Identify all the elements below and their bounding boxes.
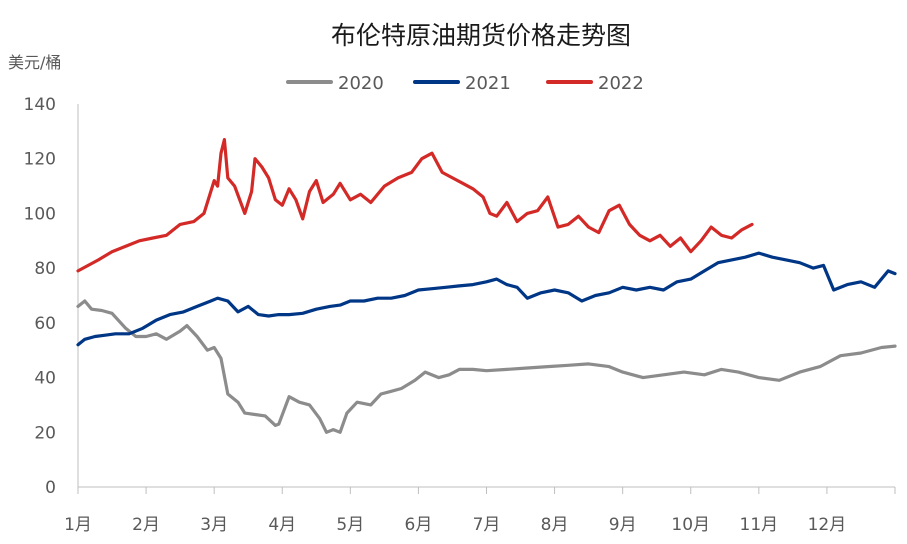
x-tick-label: 2月 bbox=[132, 515, 160, 535]
y-tick-label: 120 bbox=[24, 150, 56, 170]
chart-title: 布伦特原油期货价格走势图 bbox=[331, 21, 631, 50]
y-tick-label: 140 bbox=[24, 95, 56, 115]
x-tick-label: 12月 bbox=[808, 515, 847, 535]
y-tick-label: 100 bbox=[24, 204, 56, 224]
x-tick-label: 10月 bbox=[671, 515, 710, 535]
legend-label: 2020 bbox=[338, 73, 384, 94]
x-tick-label: 4月 bbox=[268, 515, 296, 535]
legend-label: 2022 bbox=[598, 73, 644, 94]
x-tick-label: 3月 bbox=[200, 515, 228, 535]
y-axis-ticks: 0 20 40 60 80 100 120 140 bbox=[24, 95, 79, 498]
y-tick-label: 40 bbox=[34, 369, 56, 389]
x-tick-label: 8月 bbox=[541, 515, 569, 535]
y-tick-label: 0 bbox=[45, 478, 56, 498]
x-tick-label: 6月 bbox=[405, 515, 433, 535]
legend-label: 2021 bbox=[465, 73, 511, 94]
y-axis-unit: 美元/桶 bbox=[8, 53, 61, 72]
y-tick-label: 80 bbox=[34, 259, 56, 279]
series-line-2020 bbox=[76, 299, 897, 434]
x-tick-label: 9月 bbox=[609, 515, 637, 535]
x-tick-label: 11月 bbox=[740, 515, 779, 535]
series-line-2022 bbox=[76, 138, 754, 273]
series-line-2021 bbox=[76, 251, 897, 347]
y-tick-label: 60 bbox=[34, 314, 56, 334]
series-lines bbox=[76, 138, 897, 434]
x-tick-label: 1月 bbox=[64, 515, 92, 535]
x-axis: 1月 2月 3月 4月 5月 6月 7月 8月 9月 10月 11月 12月 bbox=[64, 486, 896, 535]
x-tick-label: 7月 bbox=[473, 515, 501, 535]
x-tick-label: 5月 bbox=[336, 515, 364, 535]
legend: 2020 2021 2022 bbox=[286, 73, 644, 94]
y-tick-label: 20 bbox=[34, 423, 56, 443]
